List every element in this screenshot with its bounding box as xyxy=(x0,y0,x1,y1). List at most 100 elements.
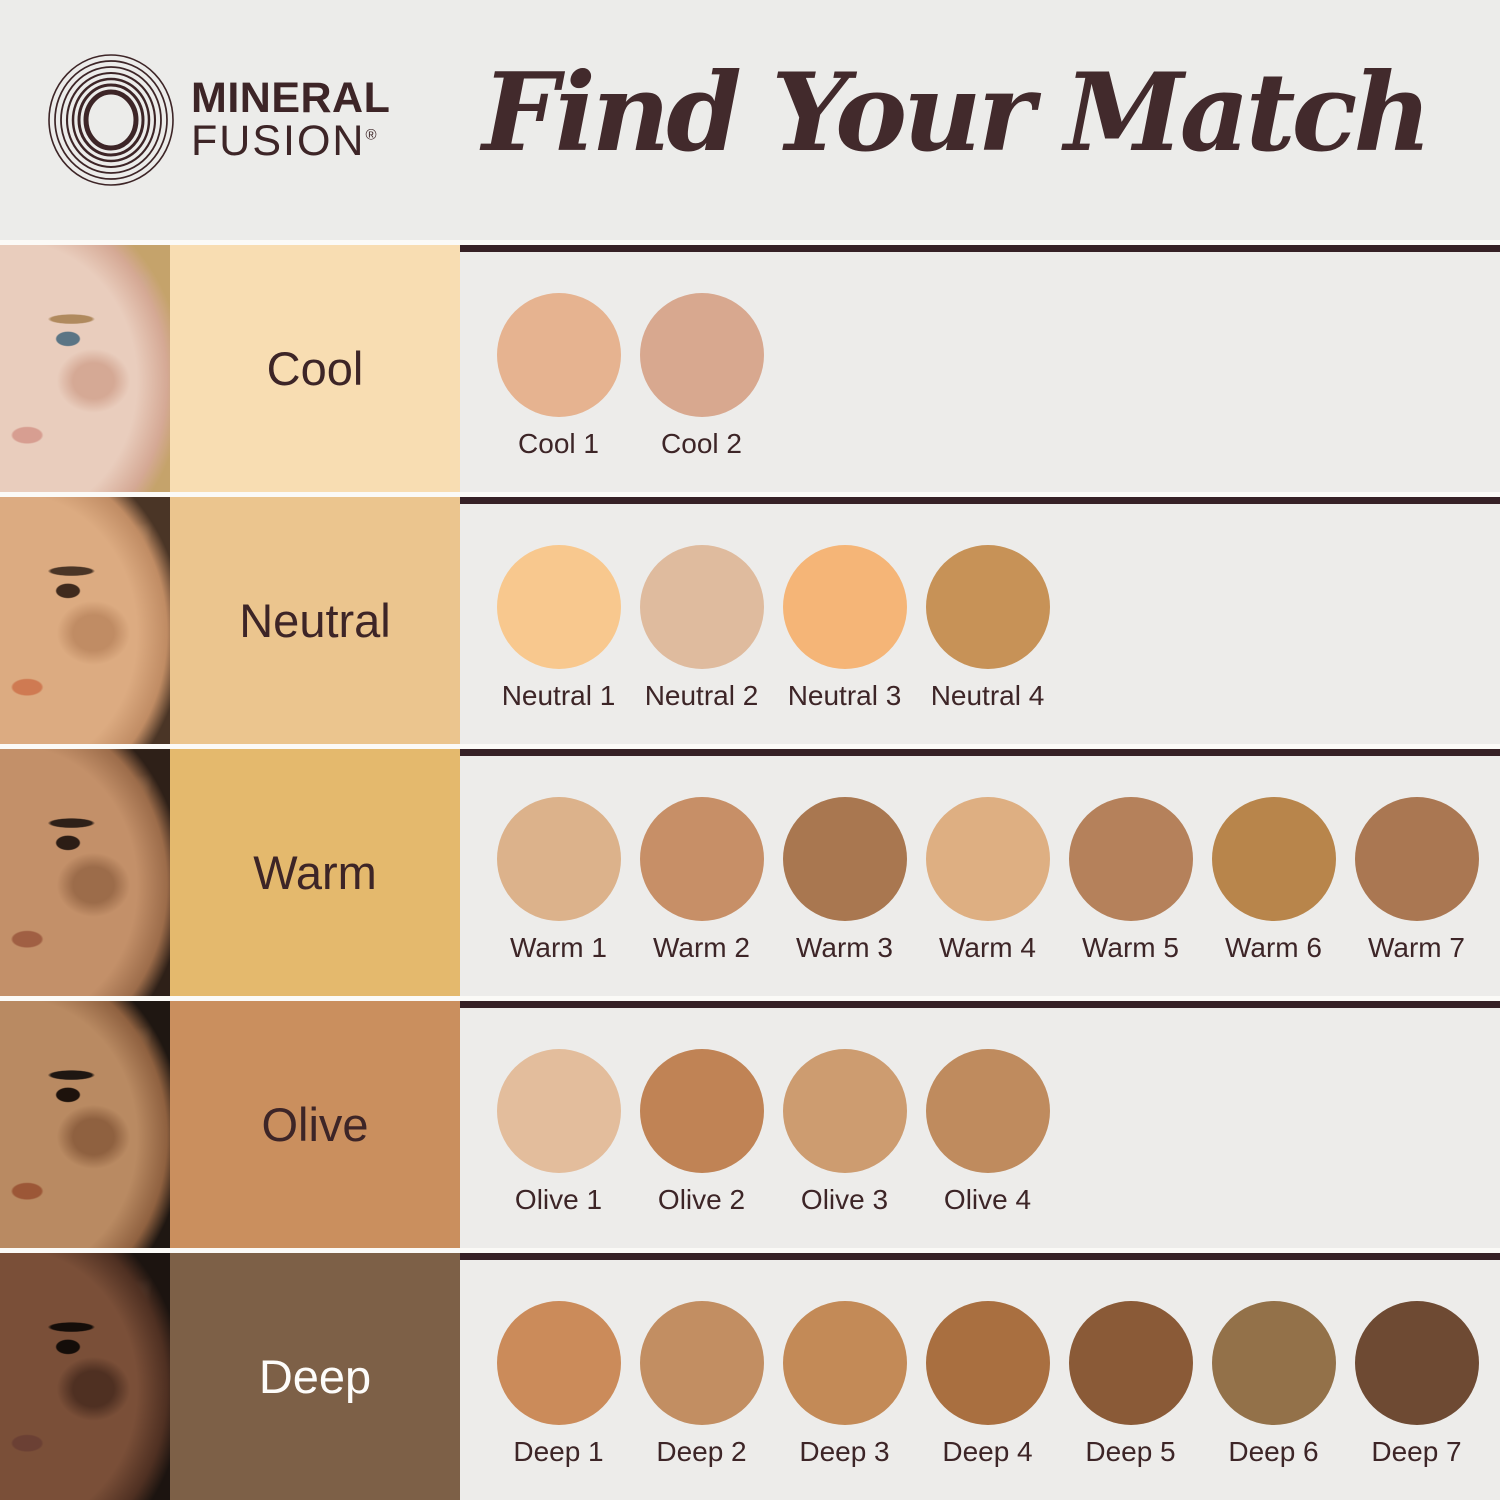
shade-swatch-label: Warm 4 xyxy=(939,932,1036,963)
brand-logo: MINERAL FUSION® xyxy=(45,51,455,189)
shade-swatch-neutral-2: Neutral 2 xyxy=(630,545,773,712)
shade-row-olive: Olive Olive 1 Olive 2 Olive 3 Olive 4 xyxy=(0,996,1500,1248)
shade-swatch-label: Warm 5 xyxy=(1082,932,1179,963)
shade-swatch-label: Warm 2 xyxy=(653,932,750,963)
shade-swatch-deep-4: Deep 4 xyxy=(916,1301,1059,1468)
shade-swatch-circle xyxy=(1354,797,1479,921)
shade-swatch-warm-4: Warm 4 xyxy=(916,797,1059,964)
shade-swatch-circle xyxy=(925,1049,1050,1173)
shade-swatch-neutral-4: Neutral 4 xyxy=(916,545,1059,712)
shade-swatch-label: Neutral 3 xyxy=(787,680,902,711)
shade-swatch-label: Warm 7 xyxy=(1368,932,1465,963)
brand-logo-text: MINERAL FUSION® xyxy=(191,77,390,163)
shade-swatch-warm-1: Warm 1 xyxy=(487,797,630,964)
shade-swatch-neutral-3: Neutral 3 xyxy=(773,545,916,712)
shade-swatch-olive-1: Olive 1 xyxy=(487,1049,630,1216)
logo-rings-icon xyxy=(48,54,174,186)
shade-swatch-circle xyxy=(782,545,907,669)
shade-swatch-label: Neutral 4 xyxy=(930,680,1045,711)
shade-swatch-label: Olive 2 xyxy=(657,1184,746,1215)
swatch-area-deep: Deep 1 Deep 2 Deep 3 Deep 4 Deep 5 Deep … xyxy=(460,1253,1500,1500)
shade-swatch-label: Deep 4 xyxy=(942,1436,1033,1467)
shade-swatch-label: Cool 2 xyxy=(661,428,742,459)
shade-swatch-circle xyxy=(496,1301,621,1425)
shade-row-neutral: Neutral Neutral 1 Neutral 2 Neutral 3 Ne… xyxy=(0,492,1500,744)
swatch-area-olive: Olive 1 Olive 2 Olive 3 Olive 4 xyxy=(460,1001,1500,1248)
shade-swatch-label: Olive 4 xyxy=(943,1184,1032,1215)
shade-swatch-label: Deep 2 xyxy=(656,1436,747,1467)
shade-swatch-label: Olive 3 xyxy=(800,1184,889,1215)
shade-swatch-circle xyxy=(782,1301,907,1425)
shade-swatch-warm-2: Warm 2 xyxy=(630,797,773,964)
shade-swatch-olive-2: Olive 2 xyxy=(630,1049,773,1216)
shade-swatch-warm-3: Warm 3 xyxy=(773,797,916,964)
shade-swatch-label: Deep 6 xyxy=(1228,1436,1319,1467)
shade-swatch-olive-4: Olive 4 xyxy=(916,1049,1059,1216)
category-label-warm: Warm xyxy=(170,749,460,996)
shade-swatch-olive-3: Olive 3 xyxy=(773,1049,916,1216)
shade-swatch-label: Neutral 1 xyxy=(501,680,616,711)
shade-swatch-label: Warm 1 xyxy=(510,932,607,963)
shade-swatch-label: Olive 1 xyxy=(514,1184,603,1215)
shade-swatch-label: Deep 1 xyxy=(513,1436,604,1467)
shade-swatch-circle xyxy=(639,797,764,921)
shade-swatch-cool-2: Cool 2 xyxy=(630,293,773,460)
swatch-area-warm: Warm 1 Warm 2 Warm 3 Warm 4 Warm 5 Warm … xyxy=(460,749,1500,996)
shade-swatch-circle xyxy=(496,545,621,669)
shade-swatch-circle xyxy=(1211,797,1336,921)
shade-swatch-circle xyxy=(782,797,907,921)
face-photo-cool xyxy=(0,245,170,492)
shade-swatch-circle xyxy=(1354,1301,1479,1425)
shade-swatch-circle xyxy=(639,1301,764,1425)
face-photo-warm xyxy=(0,749,170,996)
shade-swatch-label: Warm 3 xyxy=(796,932,893,963)
shade-swatch-neutral-1: Neutral 1 xyxy=(487,545,630,712)
shade-swatch-label: Neutral 2 xyxy=(644,680,759,711)
brand-name-mineral: MINERAL xyxy=(191,74,391,122)
registered-trademark: ® xyxy=(365,126,377,144)
shade-swatch-circle xyxy=(496,1049,621,1173)
shade-swatch-circle xyxy=(1068,797,1193,921)
swatch-area-neutral: Neutral 1 Neutral 2 Neutral 3 Neutral 4 xyxy=(460,497,1500,744)
shade-swatch-deep-5: Deep 5 xyxy=(1059,1301,1202,1468)
shade-swatch-label: Deep 3 xyxy=(799,1436,890,1467)
shade-swatch-deep-3: Deep 3 xyxy=(773,1301,916,1468)
shade-swatch-warm-5: Warm 5 xyxy=(1059,797,1202,964)
shade-swatch-cool-1: Cool 1 xyxy=(487,293,630,460)
shade-swatch-circle xyxy=(925,1301,1050,1425)
shade-swatch-label: Deep 5 xyxy=(1085,1436,1176,1467)
swatch-area-cool: Cool 1 Cool 2 xyxy=(460,245,1500,492)
shade-swatch-circle xyxy=(1068,1301,1193,1425)
shade-swatch-circle xyxy=(782,1049,907,1173)
shade-swatch-label: Deep 7 xyxy=(1371,1436,1462,1467)
shade-row-deep: Deep Deep 1 Deep 2 Deep 3 Deep 4 Deep 5 … xyxy=(0,1248,1500,1500)
shade-swatch-circle xyxy=(639,293,764,417)
face-photo-neutral xyxy=(0,497,170,744)
shade-swatch-warm-7: Warm 7 xyxy=(1345,797,1488,964)
shade-swatch-circle xyxy=(639,545,764,669)
shade-swatch-label: Cool 1 xyxy=(518,428,599,459)
shade-swatch-circle xyxy=(925,797,1050,921)
shade-row-cool: Cool Cool 1 Cool 2 xyxy=(0,240,1500,492)
page-title: Find Your Match xyxy=(482,50,1432,176)
category-label-deep: Deep xyxy=(170,1253,460,1500)
shade-rows: Cool Cool 1 Cool 2 Neutral Neutral 1 Neu… xyxy=(0,240,1500,1500)
shade-swatch-deep-7: Deep 7 xyxy=(1345,1301,1488,1468)
shade-swatch-circle xyxy=(496,293,621,417)
header: MINERAL FUSION® Find Your Match xyxy=(0,0,1500,240)
category-label-olive: Olive xyxy=(170,1001,460,1248)
category-label-cool: Cool xyxy=(170,245,460,492)
category-label-neutral: Neutral xyxy=(170,497,460,744)
face-photo-olive xyxy=(0,1001,170,1248)
shade-swatch-deep-2: Deep 2 xyxy=(630,1301,773,1468)
shade-swatch-deep-6: Deep 6 xyxy=(1202,1301,1345,1468)
shade-swatch-deep-1: Deep 1 xyxy=(487,1301,630,1468)
shade-swatch-circle xyxy=(639,1049,764,1173)
shade-swatch-circle xyxy=(496,797,621,921)
shade-swatch-circle xyxy=(925,545,1050,669)
face-photo-deep xyxy=(0,1253,170,1500)
shade-swatch-label: Warm 6 xyxy=(1225,932,1322,963)
shade-swatch-warm-6: Warm 6 xyxy=(1202,797,1345,964)
brand-name-fusion: FUSION® xyxy=(191,117,377,165)
